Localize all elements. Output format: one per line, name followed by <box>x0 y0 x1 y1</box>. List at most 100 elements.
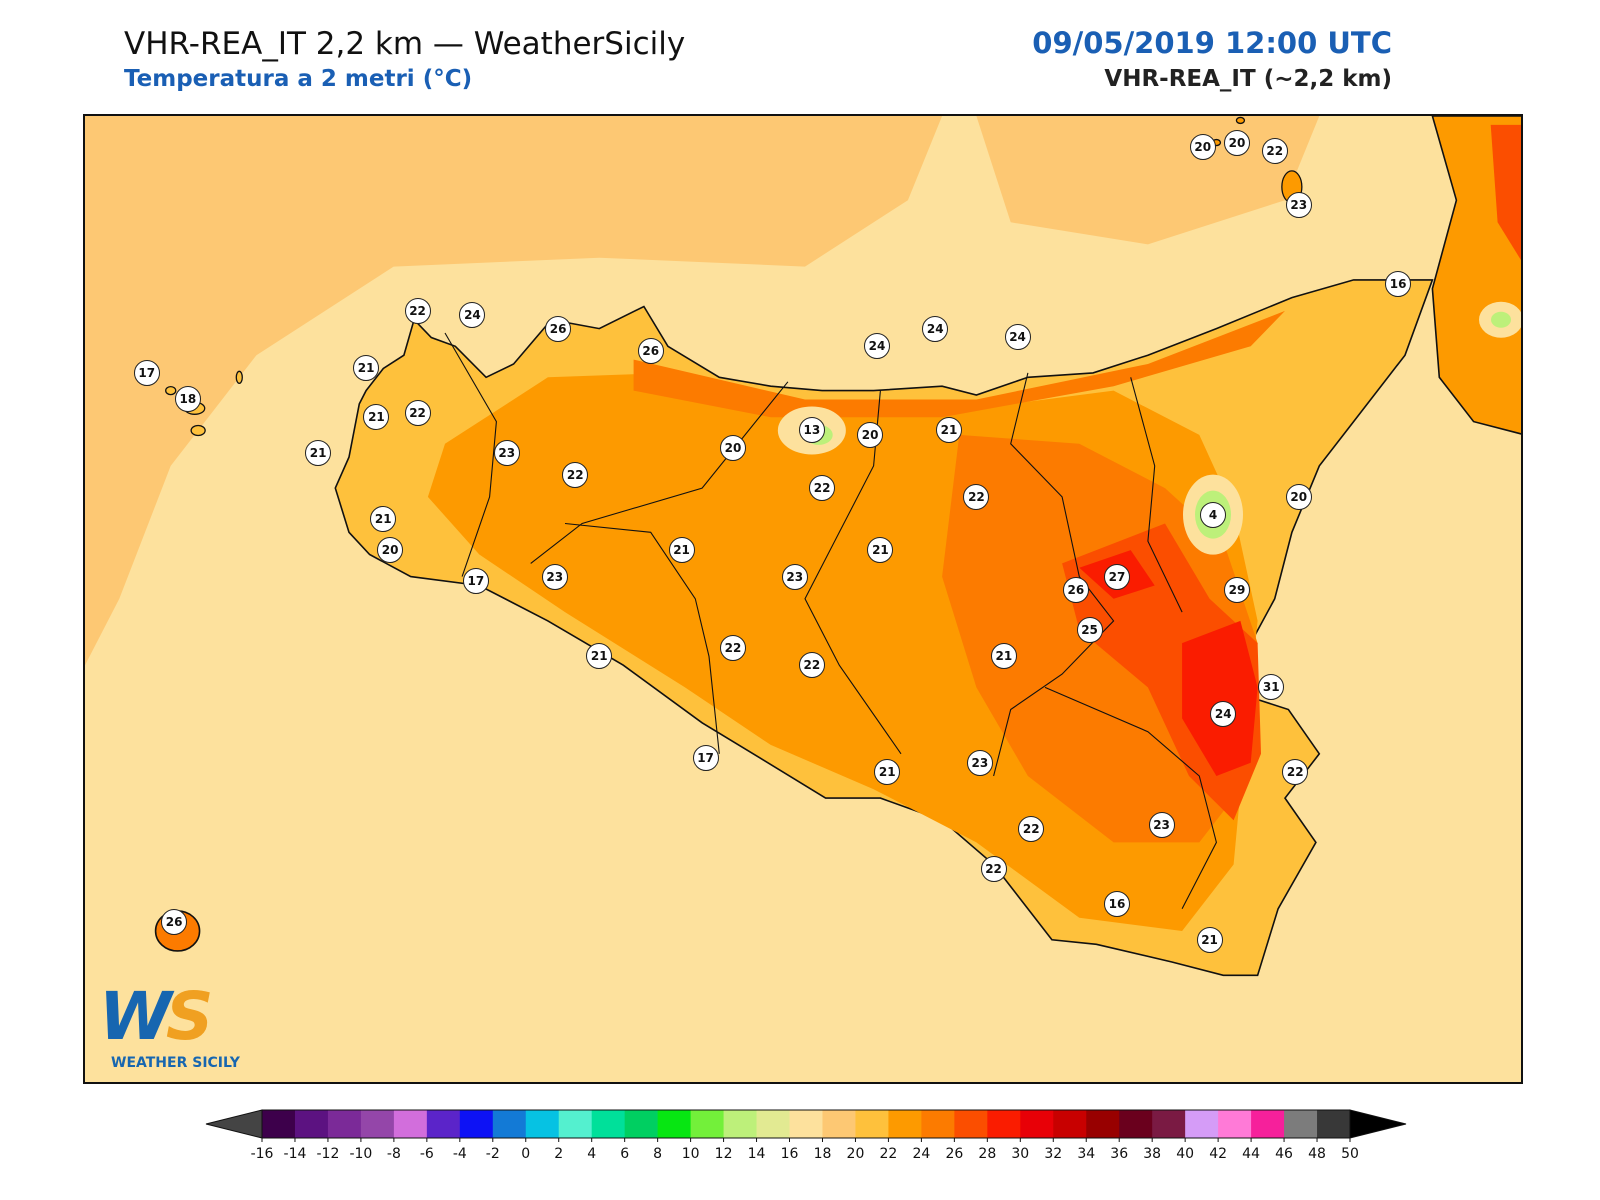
colorbar-tick-label: -4 <box>453 1146 467 1162</box>
station-value: 24 <box>922 315 949 342</box>
station-value: 26 <box>1062 576 1089 603</box>
station-value: 22 <box>1261 138 1288 165</box>
station-value: 29 <box>1224 576 1250 603</box>
province-border <box>1044 686 1217 910</box>
colorbar-tick-label: 4 <box>587 1146 596 1162</box>
colorbar-tick-label: 12 <box>715 1146 733 1162</box>
colorbar-tick-label: 38 <box>1143 1146 1161 1162</box>
colorbar-tick-label: -12 <box>317 1146 340 1162</box>
station-value: 21 <box>305 439 332 466</box>
station-value: 21 <box>668 537 695 564</box>
colorbar-bin <box>459 1110 494 1138</box>
colorbar-tick-label: 34 <box>1077 1146 1095 1162</box>
colorbar-bin <box>492 1110 527 1138</box>
colorbar-bin <box>1086 1110 1120 1138</box>
colorbar-tick-label: 24 <box>912 1146 930 1162</box>
station-value: 24 <box>1004 324 1031 351</box>
colorbar-bin <box>393 1110 428 1138</box>
colorbar-tick-label: 48 <box>1308 1146 1326 1162</box>
station-value: 20 <box>1224 129 1250 156</box>
station-value: 31 <box>1258 674 1285 701</box>
sea-warm-zone-2 <box>976 116 1320 245</box>
colorbar-bin <box>1317 1110 1351 1138</box>
station-value: 21 <box>867 537 894 564</box>
colorbar-bin <box>262 1110 296 1138</box>
station-value: 22 <box>1282 758 1309 785</box>
province-border <box>444 332 497 577</box>
colorbar-bin <box>723 1110 758 1138</box>
weather-sicily-logo: WS WEATHER SICILY <box>99 981 259 1081</box>
temperature-map: 20 20 22 23 16 22 24 26 26 24 24 24 17 21 18 22 21 13 20 21… <box>83 114 1523 1084</box>
colorbar-bin <box>657 1110 692 1138</box>
station-value: 23 <box>781 563 808 590</box>
colorbar-tick-label: 2 <box>554 1146 563 1162</box>
province-border <box>804 390 902 755</box>
station-value: 16 <box>1104 891 1130 918</box>
egadi-island <box>190 424 206 437</box>
station-value: 22 <box>404 297 431 324</box>
aspromonte-summit <box>1491 311 1511 328</box>
colorbar-bin <box>558 1110 593 1138</box>
station-value: 26 <box>161 909 188 936</box>
colorbar-tick-label: 20 <box>847 1146 865 1162</box>
colorbar-bin <box>525 1110 560 1138</box>
colorbar-bin <box>1251 1110 1285 1138</box>
colorbar-bin <box>855 1110 890 1138</box>
egadi-island <box>165 385 177 396</box>
station-value: 20 <box>1285 483 1312 510</box>
colorbar-tick-label: 40 <box>1176 1146 1194 1162</box>
station-value: 16 <box>1385 271 1412 298</box>
colorbar-tick-label: 46 <box>1275 1146 1293 1162</box>
station-value: 22 <box>809 475 836 502</box>
colorbar-tick-label: 42 <box>1209 1146 1227 1162</box>
logo-letters: WS <box>99 978 213 1055</box>
station-value: 20 <box>1189 134 1216 160</box>
logo-text: WEATHER SICILY <box>111 1055 240 1071</box>
colorbar-bin <box>327 1110 362 1138</box>
header-model: VHR-REA_IT (~2,2 km) <box>1104 66 1392 92</box>
station-value: 21 <box>370 506 397 533</box>
colorbar-outline <box>261 1109 1351 1139</box>
station-value: 21 <box>1196 926 1223 953</box>
station-value: 27 <box>1104 563 1130 590</box>
station-value: 21 <box>874 758 901 785</box>
station-value: 26 <box>637 337 664 364</box>
colorbar-tick-label: 14 <box>748 1146 766 1162</box>
egadi-island <box>235 370 243 384</box>
station-value: 24 <box>864 333 890 360</box>
station-value: 20 <box>720 435 746 462</box>
colorbar-tick-label: -8 <box>387 1146 401 1162</box>
colorbar-bin <box>921 1110 955 1138</box>
station-value: 20 <box>377 537 404 564</box>
station-value: 23 <box>966 749 993 776</box>
station-value: 22 <box>980 855 1007 882</box>
colorbar-bin <box>1152 1110 1186 1138</box>
colorbar-tick-label: 50 <box>1341 1146 1359 1162</box>
station-value: 21 <box>936 417 962 444</box>
colorbar-tick-label: -14 <box>284 1146 307 1162</box>
province-border <box>564 522 720 754</box>
header-datetime: 09/05/2019 12:00 UTC <box>1032 26 1392 60</box>
station-value: 22 <box>562 461 589 488</box>
colorbar-tick-label: 44 <box>1242 1146 1260 1162</box>
colorbar-bin <box>756 1110 791 1138</box>
colorbar-bin <box>789 1110 824 1138</box>
colorbar-bin <box>1185 1110 1219 1138</box>
station-value: 22 <box>798 652 825 679</box>
colorbar-bin <box>1218 1110 1252 1138</box>
station-value: 17 <box>133 359 160 386</box>
north-ridge-26 <box>633 310 1285 418</box>
colorbar-extend-min <box>205 1109 263 1139</box>
colorbar-tick-label: 6 <box>620 1146 629 1162</box>
station-value: 21 <box>990 643 1017 670</box>
colorbar-tick-label: 8 <box>653 1146 662 1162</box>
colorbar-tick-label: 32 <box>1044 1146 1062 1162</box>
station-value: 17 <box>462 568 489 595</box>
station-value: 22 <box>963 483 990 510</box>
colorbar-tick-label: 10 <box>682 1146 700 1162</box>
station-value: 18 <box>174 386 201 413</box>
station-value: 22 <box>1018 816 1045 843</box>
colorbar-tick-label: -6 <box>420 1146 434 1162</box>
colorbar-bin <box>1053 1110 1087 1138</box>
station-value: 21 <box>353 355 380 382</box>
